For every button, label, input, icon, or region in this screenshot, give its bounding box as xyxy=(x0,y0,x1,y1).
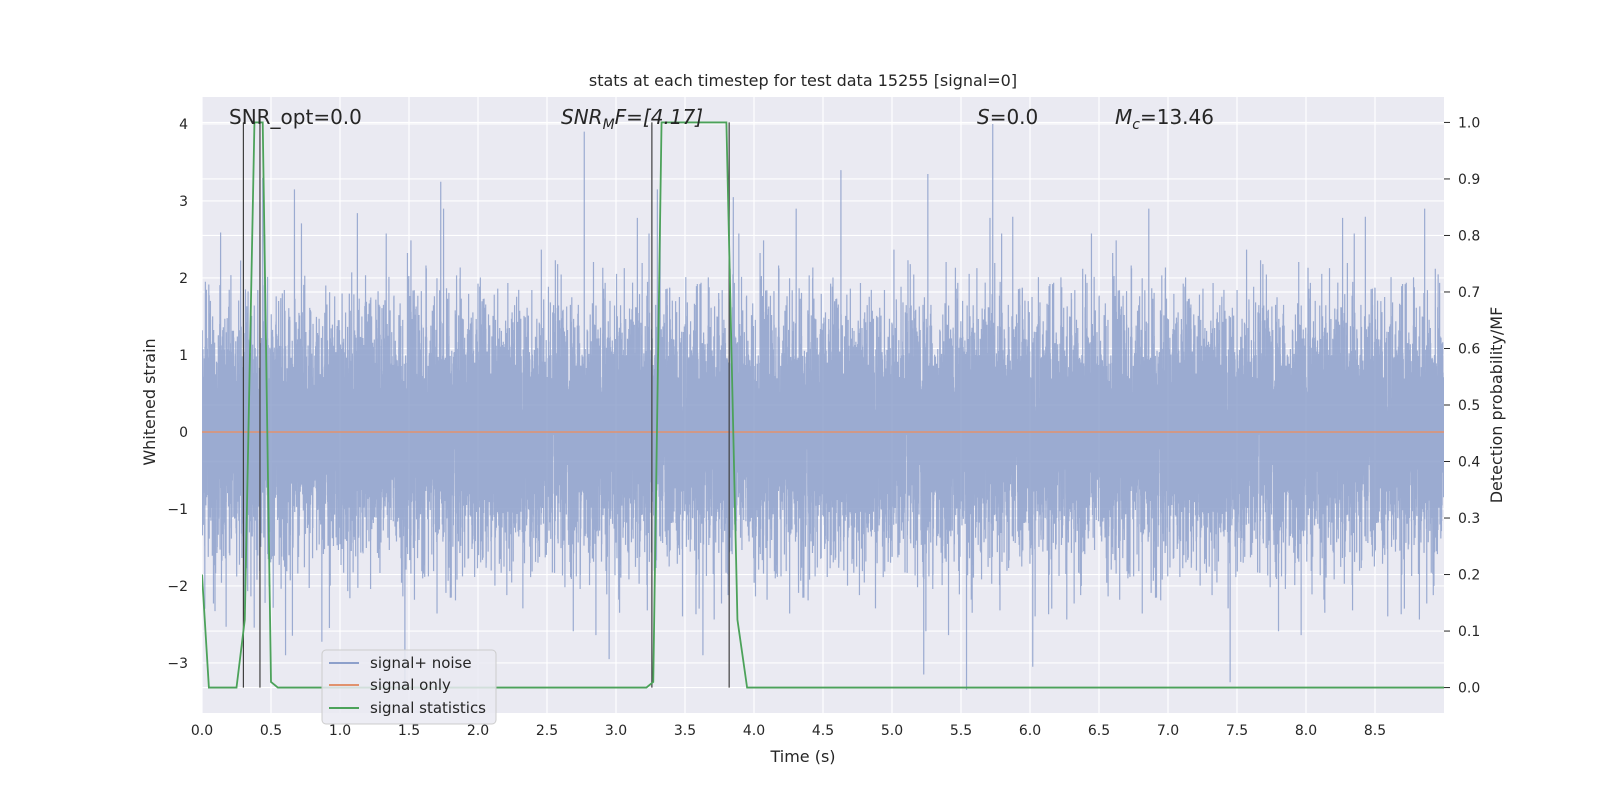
x-tick-label: 8.0 xyxy=(1295,723,1317,739)
y2-tick-label: 0.2 xyxy=(1458,568,1480,584)
annotation-s-symbol: S xyxy=(977,105,990,129)
annotation-snr-mf-symbol: SNR xyxy=(561,105,603,129)
x-tick-label: 4.5 xyxy=(812,723,834,739)
series-signal-noise xyxy=(202,123,1444,690)
y-tick-label: 1 xyxy=(179,348,188,364)
annotation-mc-subscript: c xyxy=(1132,117,1140,133)
annotation-mc-symbol: M xyxy=(1115,105,1132,129)
annotation-mc-value: =13.46 xyxy=(1140,105,1214,129)
x-tick-label: 0.0 xyxy=(191,723,213,739)
series-signal-statistics xyxy=(202,121,1444,689)
legend-frame xyxy=(321,649,497,725)
x-tick-label: 5.0 xyxy=(881,723,903,739)
y2-tick-label: 1.0 xyxy=(1458,115,1480,131)
y2-tick-label: 0.0 xyxy=(1458,681,1480,697)
y2-axis-label: Detection probability/MF xyxy=(1487,307,1506,504)
x-tick-label: 1.0 xyxy=(329,723,351,739)
x-tick-label: 3.0 xyxy=(605,723,627,739)
legend: signal+ noise signal only signal statist… xyxy=(321,649,497,725)
y2-tick-label: 0.9 xyxy=(1458,172,1480,188)
y-tick-label: −3 xyxy=(167,656,188,672)
x-tick-label: 6.0 xyxy=(1019,723,1041,739)
chart-title: stats at each timestep for test data 152… xyxy=(589,71,1017,90)
y-tick-label: 3 xyxy=(179,194,188,210)
x-tick-label: 5.5 xyxy=(950,723,972,739)
annotation-s: S=0.0 xyxy=(977,105,1038,129)
annotation-snr-mf: SNRMF=[4.17] xyxy=(561,105,703,133)
y2-tick-label: 0.4 xyxy=(1458,455,1480,471)
x-tick-label: 2.5 xyxy=(536,723,558,739)
y-tick-label: −2 xyxy=(167,579,188,595)
x-tick-label: 6.5 xyxy=(1088,723,1110,739)
legend-label-signal-only: signal only xyxy=(370,676,451,694)
y-tick-label: 2 xyxy=(179,271,188,287)
annotation-snr-opt: SNR_opt=0.0 xyxy=(229,105,362,129)
legend-label-signal-statistics: signal statistics xyxy=(370,699,486,717)
x-tick-label: 4.0 xyxy=(743,723,765,739)
y-tick-label: 0 xyxy=(179,425,188,441)
y2-tick-label: 0.3 xyxy=(1458,511,1480,527)
data-series-layer xyxy=(202,121,1444,690)
x-tick-label: 3.5 xyxy=(674,723,696,739)
legend-label-signal-noise: signal+ noise xyxy=(370,654,472,672)
x-tick-label: 7.0 xyxy=(1157,723,1179,739)
y-axis-label: Whitened strain xyxy=(140,338,159,465)
y-tick-label: 4 xyxy=(179,117,188,133)
y-tick-label: −1 xyxy=(167,502,188,518)
x-tick-label: 8.5 xyxy=(1364,723,1386,739)
annotation-snr-mf-value: F=[4.17] xyxy=(615,105,703,129)
x-tick-label: 7.5 xyxy=(1226,723,1248,739)
y2-tick-label: 0.7 xyxy=(1458,285,1480,301)
y2-tick-label: 0.5 xyxy=(1458,398,1480,414)
x-tick-label: 2.0 xyxy=(467,723,489,739)
annotation-snr-mf-subscript: M xyxy=(603,117,615,133)
axes: 0.0 0.5 1.0 1.5 2.0 2.5 3.0 3.5 4.0 4.5 5.0 5.5 6.0 6… xyxy=(167,115,1480,739)
x-tick-label: 1.5 xyxy=(398,723,420,739)
x-tick-label: 0.5 xyxy=(260,723,282,739)
y2-tick-label: 0.6 xyxy=(1458,341,1480,357)
y2-tick-label: 0.1 xyxy=(1458,624,1480,640)
annotation-s-value: =0.0 xyxy=(990,105,1039,129)
y2-tick-label: 0.8 xyxy=(1458,228,1480,244)
annotation-mc: Mc=13.46 xyxy=(1115,105,1214,133)
x-axis-label: Time (s) xyxy=(769,747,835,766)
